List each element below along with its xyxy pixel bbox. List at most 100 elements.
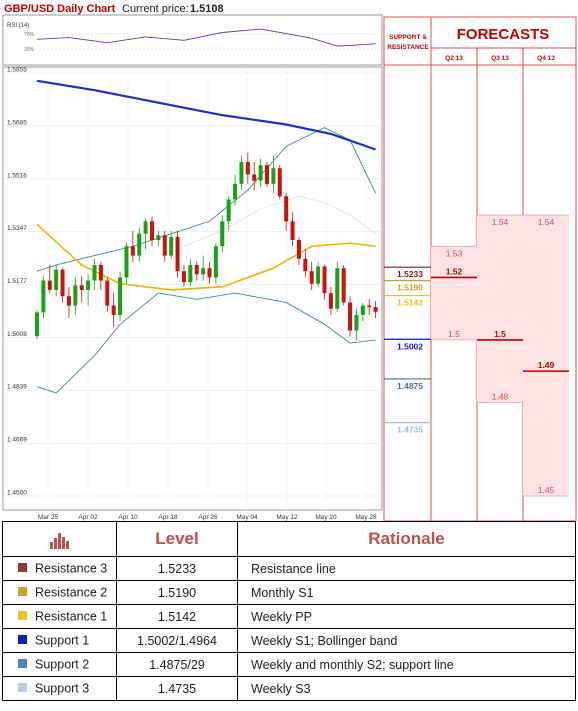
rsi-label: RSI (14): [7, 23, 29, 29]
bar-chart-icon: [49, 532, 69, 549]
table-row: Resistance 3 1.5233 Resistance line: [2, 556, 576, 581]
candles: [35, 152, 378, 340]
candle-body: [284, 196, 289, 222]
bollinger-lower-line: [36, 292, 376, 394]
forecast-mid-label: 1.5: [494, 329, 506, 339]
rsi-tick-70: 70%: [24, 32, 35, 38]
candle-body: [296, 240, 301, 259]
blue-moving-average: [36, 79, 376, 151]
forecast-band: [431, 246, 477, 340]
candle-body: [271, 168, 276, 184]
candle-body: [322, 266, 327, 294]
forecast-high-label: 1.54: [492, 217, 509, 227]
candle-body: [41, 280, 46, 313]
color-swatch: [18, 611, 27, 621]
sr-level-label: 1.5002: [397, 341, 423, 351]
forecast-high-label: 1.53: [446, 248, 463, 258]
rationale-text: Weekly S1; Bollinger band: [237, 628, 576, 653]
rsi-line: [36, 28, 376, 47]
forecasts-title: FORECASTS: [457, 26, 550, 43]
x-tick-label: May 20: [315, 514, 337, 521]
forecast-bands: 1.53 1.52 1.5 1.54 1.5 1.48 1.54 1.49 1.45: [431, 214, 569, 497]
level-value: 1.5190: [116, 580, 238, 605]
col-header-q3: Q3 13: [491, 55, 509, 62]
candle-body: [201, 268, 206, 275]
level-value: 1.4875/29: [116, 652, 238, 677]
rationale-header: Rationale: [237, 521, 576, 557]
x-tick-label: Apr 18: [158, 514, 178, 521]
col-header-q4: Q4 13: [537, 55, 555, 62]
sr-label-line1: SUPPORT &: [389, 34, 427, 41]
x-axis: Mar 25 Apr 02 Apr 10 Apr 18 Apr 26 May 04 May …: [38, 514, 377, 521]
color-swatch: [18, 587, 27, 597]
y-tick-label: 1.4839: [7, 384, 27, 391]
sr-label-line2: RESISTANCE: [387, 44, 429, 51]
table-header-row: Level Rationale: [2, 521, 576, 557]
candle-body: [348, 302, 353, 331]
candle-body: [66, 296, 71, 306]
level-value: 1.5002/1.4964: [116, 628, 238, 653]
rationale-text: Weekly PP: [237, 604, 576, 629]
sr-level-label: 1.5233: [397, 269, 423, 279]
sr-level-label: 1.4875: [397, 381, 423, 391]
candle-body: [213, 246, 218, 278]
forecast-panel: SUPPORT & RESISTANCE FORECASTS Q2 13 Q3 …: [383, 16, 577, 521]
candle-body: [169, 236, 174, 256]
rationale-text: Weekly S3: [237, 676, 576, 701]
chart-title: GBP/USD Daily Chart: [4, 3, 116, 15]
candle-body: [341, 268, 346, 303]
candle-body: [175, 236, 180, 272]
col-header-q2: Q2 13: [445, 55, 463, 62]
candle-body: [54, 269, 59, 290]
forecast-high-label: 1.54: [538, 217, 555, 227]
sr-level-label: 1.5190: [397, 283, 423, 293]
x-tick-label: Apr 02: [78, 514, 98, 521]
x-tick-label: Apr 26: [198, 514, 218, 521]
current-price-value: 1.5108: [190, 3, 224, 15]
candle-body: [303, 258, 308, 272]
current-price-label: Current price:: [122, 3, 189, 15]
level-name: Resistance 2: [35, 585, 108, 600]
color-swatch: [18, 635, 27, 645]
table-row: Support 2 1.4875/29 Weekly and monthly S…: [2, 652, 576, 677]
candle-body: [98, 264, 103, 281]
rsi-tick-30: 30%: [24, 47, 35, 53]
candle-body: [105, 280, 110, 306]
candle-body: [373, 307, 378, 312]
support-resistance-levels: 1.5233 1.5190 1.5142 1.5002 1.4875 1.4735: [384, 266, 431, 435]
table-row: Support 3 1.4735 Weekly S3: [2, 676, 576, 701]
candle-body: [220, 221, 225, 247]
forecast-low-label: 1.48: [492, 391, 509, 401]
table-row: Resistance 2 1.5190 Monthly S1: [2, 580, 576, 605]
level-value: 1.4735: [116, 676, 238, 701]
candle-body: [188, 264, 193, 283]
y-tick-label: 1.5347: [7, 225, 27, 232]
candle-body: [290, 221, 295, 241]
header-icon-cell: [2, 521, 117, 557]
chart-svg: 1.5855 1.5685 1.5516 1.5347 1.5177 1.5008 1.48…: [2, 14, 577, 521]
candle-body: [335, 268, 340, 309]
x-tick-label: May 28: [355, 514, 377, 521]
candle-body: [86, 280, 91, 290]
candle-body: [47, 280, 52, 290]
y-tick-label: 1.4500: [7, 490, 27, 497]
candle-body: [130, 246, 135, 256]
forecast-band: [477, 215, 523, 403]
candle-body: [137, 233, 142, 256]
x-tick-label: May 04: [236, 514, 258, 521]
candle-body: [181, 271, 186, 283]
candle-body: [309, 271, 314, 284]
candle-body: [316, 266, 321, 284]
candle-body: [156, 235, 161, 241]
candle-body: [367, 305, 372, 308]
candle-body: [111, 305, 116, 315]
y-axis: 1.5855 1.5685 1.5516 1.5347 1.5177 1.5008 1.48…: [7, 67, 27, 497]
level-value: 1.5142: [116, 604, 238, 629]
level-header: Level: [116, 521, 238, 557]
table-row: Resistance 1 1.5142 Weekly PP: [2, 604, 576, 629]
candle-body: [245, 161, 250, 175]
rsi-layer: [35, 28, 380, 50]
y-tick-label: 1.4669: [7, 437, 27, 444]
y-tick-label: 1.5177: [7, 278, 27, 285]
candle-body: [60, 269, 65, 297]
